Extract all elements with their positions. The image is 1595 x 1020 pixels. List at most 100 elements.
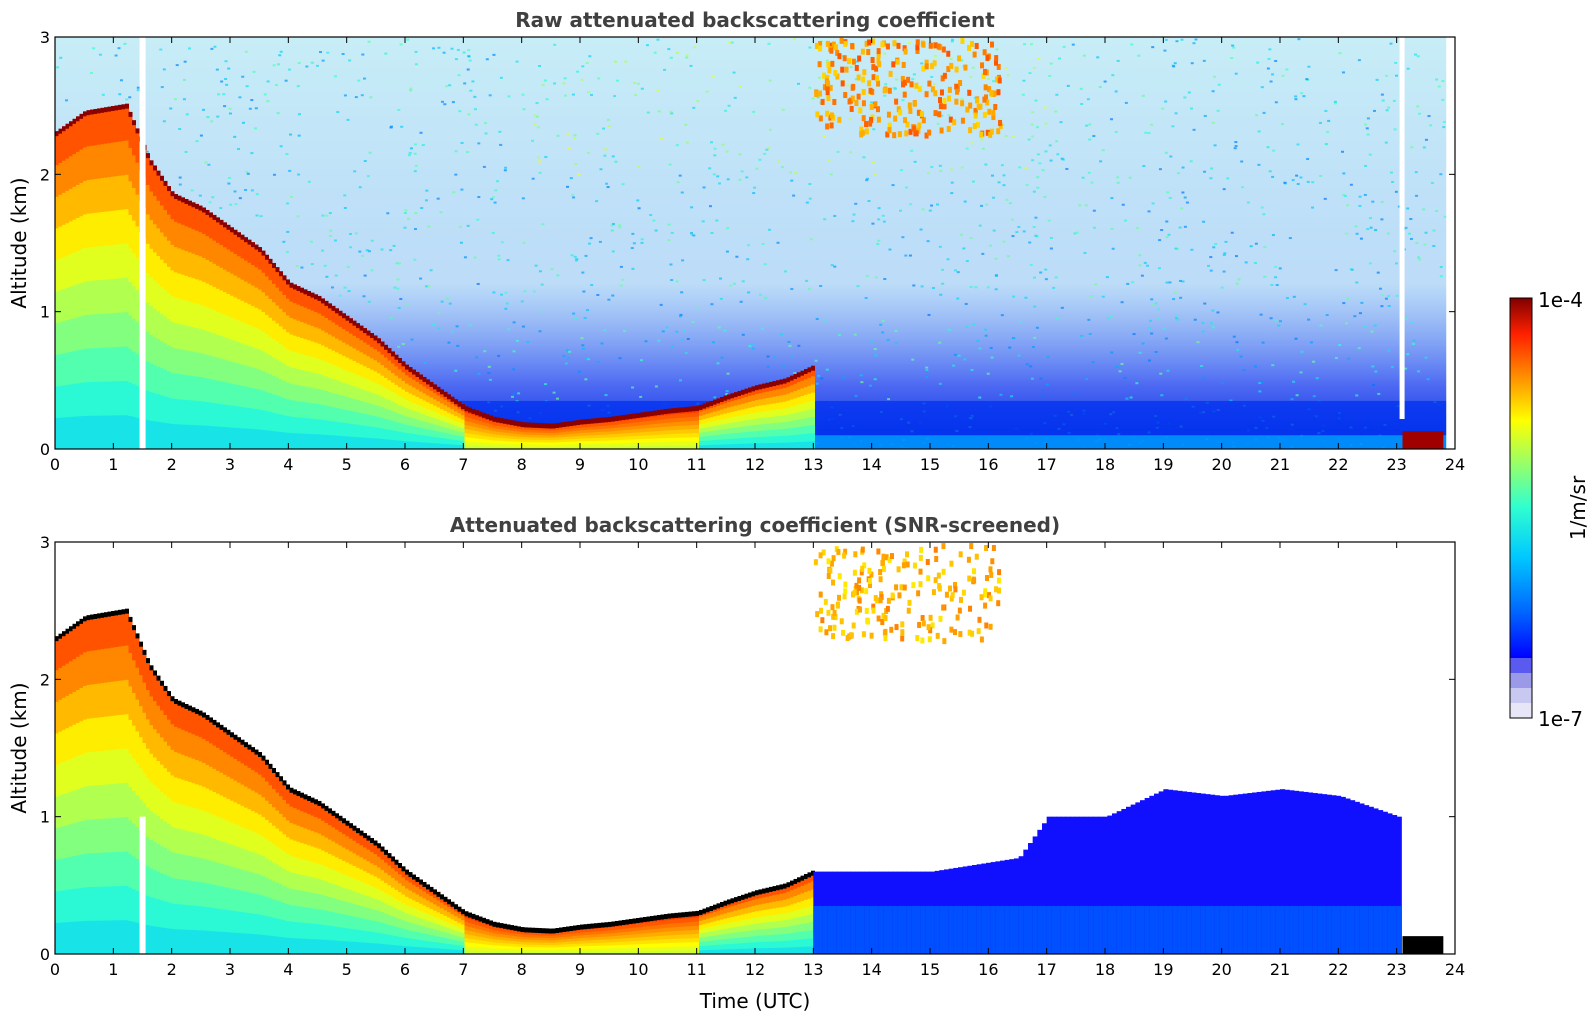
noise-speck	[1010, 218, 1014, 221]
aerosol-cell	[426, 408, 430, 416]
noise-speck	[305, 65, 309, 68]
aerosol-cell	[205, 306, 210, 331]
cirrus-cell	[924, 63, 929, 70]
aerosol-cell	[730, 443, 735, 449]
noise-speck	[823, 218, 827, 221]
aerosol-cell	[268, 317, 273, 337]
aerosol-cell	[104, 143, 108, 178]
aerosol-cell	[128, 314, 133, 349]
aerosol-cell	[324, 419, 329, 435]
cirrus-cell	[864, 121, 869, 128]
noise-speck	[1300, 350, 1304, 353]
aerosol-cell	[594, 423, 598, 427]
aerosol-cell	[559, 444, 563, 448]
aerosol-cell	[380, 396, 385, 408]
aerosol-cell	[471, 433, 476, 439]
noise-speck	[1150, 123, 1154, 126]
aerosol-cell	[307, 355, 311, 372]
aerosol-cell	[83, 920, 87, 954]
aerosol-cell	[475, 419, 479, 424]
noise-speck	[1210, 167, 1214, 170]
noise-speck	[1363, 325, 1367, 328]
aerosol-cell	[118, 414, 122, 449]
noise-speck	[605, 182, 609, 185]
layer-top-cell	[349, 318, 353, 324]
aerosol-cell	[100, 211, 105, 246]
noise-speck	[1061, 158, 1065, 161]
layer-top-cell	[527, 422, 532, 428]
aerosol-cell	[132, 187, 136, 221]
noise-speck	[999, 393, 1003, 396]
noise-speck	[1412, 339, 1416, 342]
aerosol-cell	[398, 360, 402, 370]
noise-speck	[1209, 322, 1213, 325]
aerosol-cell	[188, 375, 192, 401]
aerosol-cell	[751, 406, 756, 414]
aerosol-cell	[146, 718, 150, 749]
layer-top-cell	[471, 408, 476, 414]
aerosol-cell	[254, 327, 259, 349]
aerosol-cell	[387, 419, 392, 430]
cirrus-cell	[876, 48, 881, 55]
aerosol-cell	[706, 413, 710, 419]
cirrus-cell	[840, 66, 845, 73]
aerosol-cell	[289, 301, 294, 319]
aerosol-cell	[793, 412, 798, 421]
noise-speck	[496, 180, 500, 183]
aerosol-cell	[160, 926, 164, 954]
noise-speck	[1129, 396, 1133, 399]
noise-speck	[1011, 135, 1015, 138]
noise-speck	[702, 279, 706, 282]
noise-speck	[567, 350, 571, 353]
noise-speck	[425, 189, 429, 192]
cirrus-cell	[924, 59, 929, 66]
aerosol-cell	[618, 420, 623, 425]
aerosol-cell	[83, 348, 87, 383]
noise-speck	[136, 89, 140, 92]
aerosol-cell	[674, 425, 679, 430]
aerosol-cell	[660, 426, 665, 431]
aerosol-cell	[555, 444, 560, 448]
aerosol-cell	[590, 440, 595, 444]
noise-speck	[577, 370, 581, 373]
aerosol-cell	[408, 393, 413, 402]
aerosol-cell	[90, 212, 94, 248]
aerosol-cell	[790, 384, 794, 393]
aerosol-cell	[72, 252, 77, 286]
noise-speck	[865, 177, 869, 180]
aerosol-cell	[135, 130, 140, 163]
noise-speck	[1406, 207, 1410, 210]
noise-speck	[56, 66, 60, 69]
aerosol-cell	[83, 146, 87, 181]
noise-speck	[661, 330, 665, 333]
noise-speck	[871, 222, 875, 225]
aerosol-cell	[793, 397, 798, 406]
cirrus-cell	[915, 44, 920, 51]
aerosol-cell	[583, 429, 588, 433]
aerosol-cell	[307, 292, 311, 310]
layer-top-cell	[135, 128, 140, 134]
aerosol-cell	[174, 373, 178, 399]
aerosol-cell	[692, 420, 696, 426]
aerosol-cell	[622, 436, 626, 440]
noise-speck	[746, 258, 750, 261]
noise-speck	[1355, 232, 1359, 235]
aerosol-cell	[146, 748, 150, 779]
noise-speck	[504, 166, 508, 169]
aerosol-cell	[608, 421, 612, 426]
cirrus-cell	[996, 128, 1001, 135]
aerosol-cell	[779, 401, 784, 409]
aerosol-cell	[65, 663, 70, 696]
noise-speck	[936, 122, 940, 125]
noise-speck	[872, 128, 876, 131]
aerosol-cell	[128, 652, 133, 687]
aerosol-cell	[615, 433, 619, 438]
noise-speck	[213, 45, 217, 48]
layer-top-cell	[552, 423, 556, 429]
aerosol-cell	[590, 431, 595, 436]
aerosol-cell	[69, 628, 73, 662]
noise-speck	[960, 59, 964, 62]
aerosol-cell	[149, 810, 154, 840]
noise-speck	[1271, 175, 1275, 178]
noise-speck	[808, 46, 812, 49]
